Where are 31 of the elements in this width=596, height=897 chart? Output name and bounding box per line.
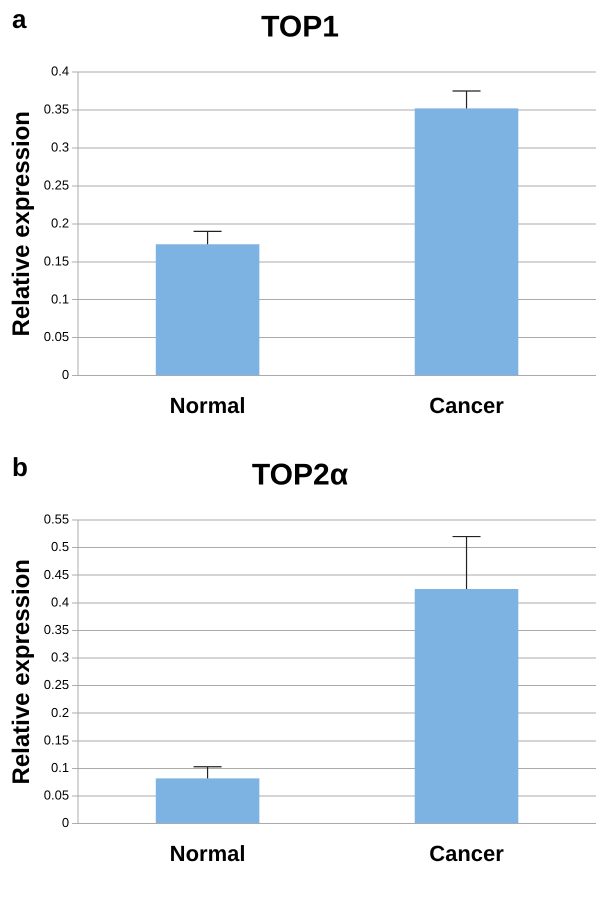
y-tick-label: 0.2 xyxy=(51,704,70,720)
y-tick-label: 0 xyxy=(62,367,70,382)
y-tick-label: 0.35 xyxy=(44,622,70,637)
y-tick-label: 0.1 xyxy=(51,291,70,306)
x-tick-label: Cancer xyxy=(429,840,504,866)
y-axis-title: Relative expression xyxy=(8,559,36,785)
x-tick-label: Normal xyxy=(170,392,246,418)
y-tick-label: 0.45 xyxy=(44,566,70,582)
y-tick-label: 0.2 xyxy=(51,215,70,230)
y-tick-label: 0 xyxy=(62,815,70,830)
x-tick-label: Normal xyxy=(170,840,246,866)
y-tick-label: 0.55 xyxy=(44,512,70,527)
y-tick-label: 0.1 xyxy=(51,760,70,775)
y-tick-label: 0.05 xyxy=(44,788,70,803)
x-tick-label: Cancer xyxy=(429,392,504,418)
chart-title: TOP1 xyxy=(261,10,339,44)
y-tick-label: 0.05 xyxy=(44,329,70,344)
chart-title: TOP2α xyxy=(252,458,349,492)
y-tick-label: 0.3 xyxy=(51,650,70,665)
y-tick-label: 0.25 xyxy=(44,177,70,192)
y-tick-label: 0.5 xyxy=(51,539,70,554)
y-tick-label: 0.4 xyxy=(51,64,70,79)
text: b xyxy=(12,452,28,482)
y-tick-label: 0.4 xyxy=(51,594,70,610)
y-tick-label: 0.35 xyxy=(44,102,70,117)
text: a xyxy=(12,4,27,34)
y-tick-label: 0.15 xyxy=(44,732,70,748)
y-tick-label: 0.3 xyxy=(51,139,70,154)
y-tick-label: 0.15 xyxy=(44,253,70,268)
y-tick-label: 0.25 xyxy=(44,677,70,692)
y-axis-title: Relative expression xyxy=(8,111,36,337)
